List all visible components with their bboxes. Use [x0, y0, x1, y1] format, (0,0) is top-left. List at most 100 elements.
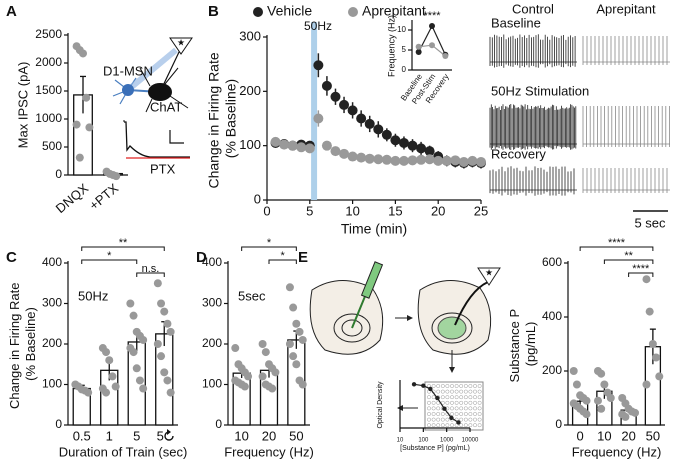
y-tick-label: 100: [239, 137, 261, 152]
data-point: [160, 368, 169, 377]
well: [427, 412, 431, 416]
well: [450, 423, 454, 428]
data-point: [424, 146, 435, 157]
data-point: [381, 154, 392, 165]
data-point: [279, 139, 290, 150]
data-point: [458, 156, 469, 167]
well: [445, 395, 450, 400]
data-point: [295, 327, 304, 336]
well: [463, 395, 468, 400]
data-point: [347, 151, 358, 162]
panel-letter: C: [6, 249, 17, 266]
data-point: [390, 135, 401, 146]
data-point: [652, 353, 661, 362]
data-point: [289, 303, 298, 312]
annotation: ChAT: [150, 99, 182, 114]
well: [459, 406, 464, 411]
data-point: [102, 388, 111, 397]
panel-letter: A: [6, 3, 17, 20]
data-point: [373, 154, 384, 165]
well: [477, 417, 482, 422]
data-point: [129, 311, 138, 320]
data-point: [313, 113, 324, 124]
svg-text:★: ★: [485, 267, 493, 277]
spike-traces: Control Aprepitant Baseline 50Hz Stimulatio…: [489, 1, 670, 230]
data-point: [129, 348, 138, 357]
svg-text:★: ★: [177, 37, 185, 47]
x-tick-label: 10: [597, 428, 611, 443]
data-point: [433, 155, 444, 166]
data-point: [135, 376, 144, 385]
legend-marker: [348, 7, 358, 17]
data-point: [424, 154, 435, 165]
well: [450, 406, 454, 411]
y-tick-label: 100: [202, 377, 222, 391]
data-point: [231, 344, 240, 353]
data-point: [126, 299, 135, 308]
data-point: [268, 384, 277, 393]
y-tick-label: 400: [542, 309, 562, 323]
x-tick-label: 10: [234, 428, 248, 443]
data-point: [442, 53, 449, 59]
y-tick-label: 500: [42, 139, 62, 153]
well: [427, 423, 431, 428]
data-point: [261, 348, 270, 357]
spike-trace: [582, 36, 670, 65]
well: [427, 406, 431, 411]
y-tick-label: 1500: [35, 83, 62, 97]
significance-label: **: [624, 250, 633, 262]
spike-trace: [489, 104, 577, 150]
data-point: [373, 124, 384, 135]
well: [450, 400, 454, 405]
well: [459, 417, 464, 422]
data-point: [105, 356, 114, 365]
well: [427, 400, 431, 405]
column-title: Aprepitant: [596, 1, 656, 16]
y-axis-label: Max IPSC (pA): [15, 62, 30, 149]
stimulation-band: [311, 22, 318, 200]
data-point: [153, 279, 162, 288]
circuit-cartoon: ★: [112, 37, 193, 113]
data-point: [606, 394, 615, 402]
data-point: [582, 396, 591, 405]
x-tick-label: +PTX: [86, 180, 121, 213]
well: [468, 417, 473, 422]
panel-letter: D: [196, 249, 207, 266]
significance-label: *: [267, 237, 272, 249]
spike-trace: [489, 34, 577, 68]
x-tick-label: 50: [646, 428, 660, 443]
data-point: [416, 154, 427, 165]
x-tick-label: 20: [621, 428, 635, 443]
y-axis-label: Change in Firing Rate (% Baseline): [205, 48, 238, 188]
panel-letter: E: [298, 249, 308, 266]
data-point: [102, 348, 111, 357]
well: [445, 389, 450, 394]
well: [463, 389, 468, 394]
data-point: [467, 155, 478, 166]
data-point: [139, 384, 148, 393]
data-point: [381, 129, 392, 140]
well: [445, 423, 450, 428]
data-point: [258, 372, 267, 381]
well: [477, 406, 482, 411]
y-tick-label: 0: [555, 417, 562, 431]
data-point: [285, 340, 294, 348]
row-title: Baseline: [491, 15, 541, 30]
well: [477, 412, 482, 416]
data-point: [569, 367, 578, 375]
significance-label: ****: [608, 237, 626, 249]
data-point: [356, 113, 367, 124]
data-point: [79, 49, 87, 58]
well: [431, 406, 436, 411]
x-axis-label: Time (min): [341, 221, 407, 237]
well: [463, 384, 468, 388]
annotation: D1-MSN: [103, 63, 153, 78]
y-tick-label: 200: [42, 336, 62, 350]
y-tick-label: 200: [239, 83, 261, 98]
data-point: [163, 376, 172, 385]
annotation: PTX: [150, 161, 176, 176]
x-tick-label: 20: [431, 203, 445, 218]
well: [459, 384, 464, 388]
x-tick-label: 5: [306, 203, 313, 218]
x-tick-label: 10: [397, 438, 404, 444]
